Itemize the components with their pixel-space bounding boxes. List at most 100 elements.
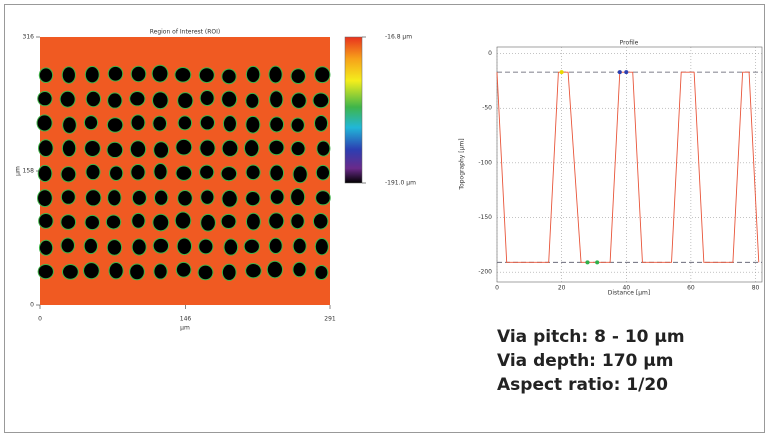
via-hole [222, 264, 236, 280]
marker [624, 70, 629, 75]
via-hole [131, 115, 145, 130]
profile-line [496, 71, 760, 263]
via-hole [108, 93, 122, 108]
via-hole [130, 264, 144, 280]
via-hole [313, 213, 328, 229]
via-hole [107, 142, 123, 158]
plot-frame [496, 46, 763, 283]
via-hole [246, 264, 261, 278]
y-tick-label: 0 [488, 50, 492, 57]
via-hole [154, 142, 169, 158]
via-hole [39, 240, 53, 255]
via-hole [223, 116, 236, 132]
via-hole [61, 190, 75, 204]
via-hole [85, 215, 99, 230]
via-hole [267, 261, 283, 278]
via-hole [269, 140, 284, 155]
via-hole [246, 191, 260, 206]
via-hole [201, 190, 214, 204]
via-hole [39, 214, 53, 228]
via-hole [244, 239, 259, 253]
via-hole [200, 140, 215, 156]
via-hole [60, 91, 75, 107]
via-hole [246, 66, 260, 83]
via-hole [84, 263, 99, 279]
via-hole [291, 214, 304, 229]
via-hole [222, 91, 237, 107]
x-axis-label: µm [180, 325, 190, 332]
via-hole [38, 92, 52, 106]
via-hole [176, 166, 192, 180]
x-tick-label: 0 [495, 285, 499, 292]
via-hole [130, 92, 145, 106]
colorbar-label: -16.8 µm [385, 34, 412, 41]
x-tick-label: 0 [38, 316, 42, 323]
via-hole [131, 66, 146, 82]
via-hole [154, 190, 168, 205]
via-hole [291, 189, 305, 206]
via-hole [153, 116, 167, 131]
via-hole [153, 214, 169, 231]
note-text: Via depth: 170 µm [497, 351, 674, 371]
y-tick-label: 158 [23, 168, 35, 175]
via-hole [221, 167, 237, 181]
via-hole [61, 167, 76, 182]
via-hole [293, 262, 306, 277]
x-tick-label: 40 [622, 285, 630, 292]
via-hole [110, 166, 123, 180]
via-hole [269, 66, 282, 83]
via-hole [315, 116, 328, 131]
via-hole [270, 165, 284, 181]
via-hole [109, 263, 123, 279]
note-text: Via pitch: 8 - 10 µm [497, 327, 685, 347]
x-tick-label: 146 [180, 316, 192, 323]
via-hole [270, 91, 283, 108]
via-hole [224, 239, 238, 255]
via-hole [62, 140, 76, 157]
via-hole [291, 118, 304, 132]
via-hole [270, 117, 284, 132]
y-tick-label: 316 [23, 34, 35, 41]
via-hole [84, 238, 97, 254]
via-hole [61, 215, 76, 229]
via-hole [222, 140, 238, 156]
via-hole [315, 67, 330, 83]
via-hole [131, 164, 145, 180]
y-tick-label: -150 [478, 214, 492, 221]
y-tick-label: 0 [30, 302, 34, 309]
via-hole [39, 140, 53, 156]
via-hole [106, 215, 121, 229]
x-tick-label: 80 [752, 285, 760, 292]
profile-title: Profile [620, 40, 639, 47]
marker [559, 70, 564, 75]
via-hole [153, 92, 168, 109]
via-hole [317, 141, 330, 156]
colorbar-label: -191.0 µm [385, 180, 416, 187]
x-tick-label: 291 [324, 316, 336, 323]
via-hole [62, 67, 75, 83]
via-hole [269, 213, 284, 229]
via-hole [175, 212, 191, 229]
via-hole [315, 238, 328, 255]
via-hole [270, 190, 284, 204]
via-hole [316, 165, 330, 180]
y-tick-label: -100 [478, 159, 492, 166]
via-hole [38, 190, 52, 207]
via-hole [178, 93, 193, 109]
via-hole [86, 190, 101, 206]
via-hole [132, 213, 145, 228]
x-axis-label: Distance [µm] [608, 290, 651, 297]
colorbar [344, 36, 363, 184]
via-hole [85, 67, 99, 83]
via-hole [244, 140, 259, 157]
via-hole [222, 69, 236, 84]
via-hole [316, 191, 330, 205]
via-hole [199, 239, 213, 254]
via-hole [61, 238, 74, 253]
via-hole [86, 164, 100, 180]
via-hole [154, 264, 167, 279]
y-axis-label: µm [15, 166, 22, 176]
via-hole [293, 166, 307, 183]
via-hole [86, 91, 101, 107]
marker [585, 260, 590, 265]
